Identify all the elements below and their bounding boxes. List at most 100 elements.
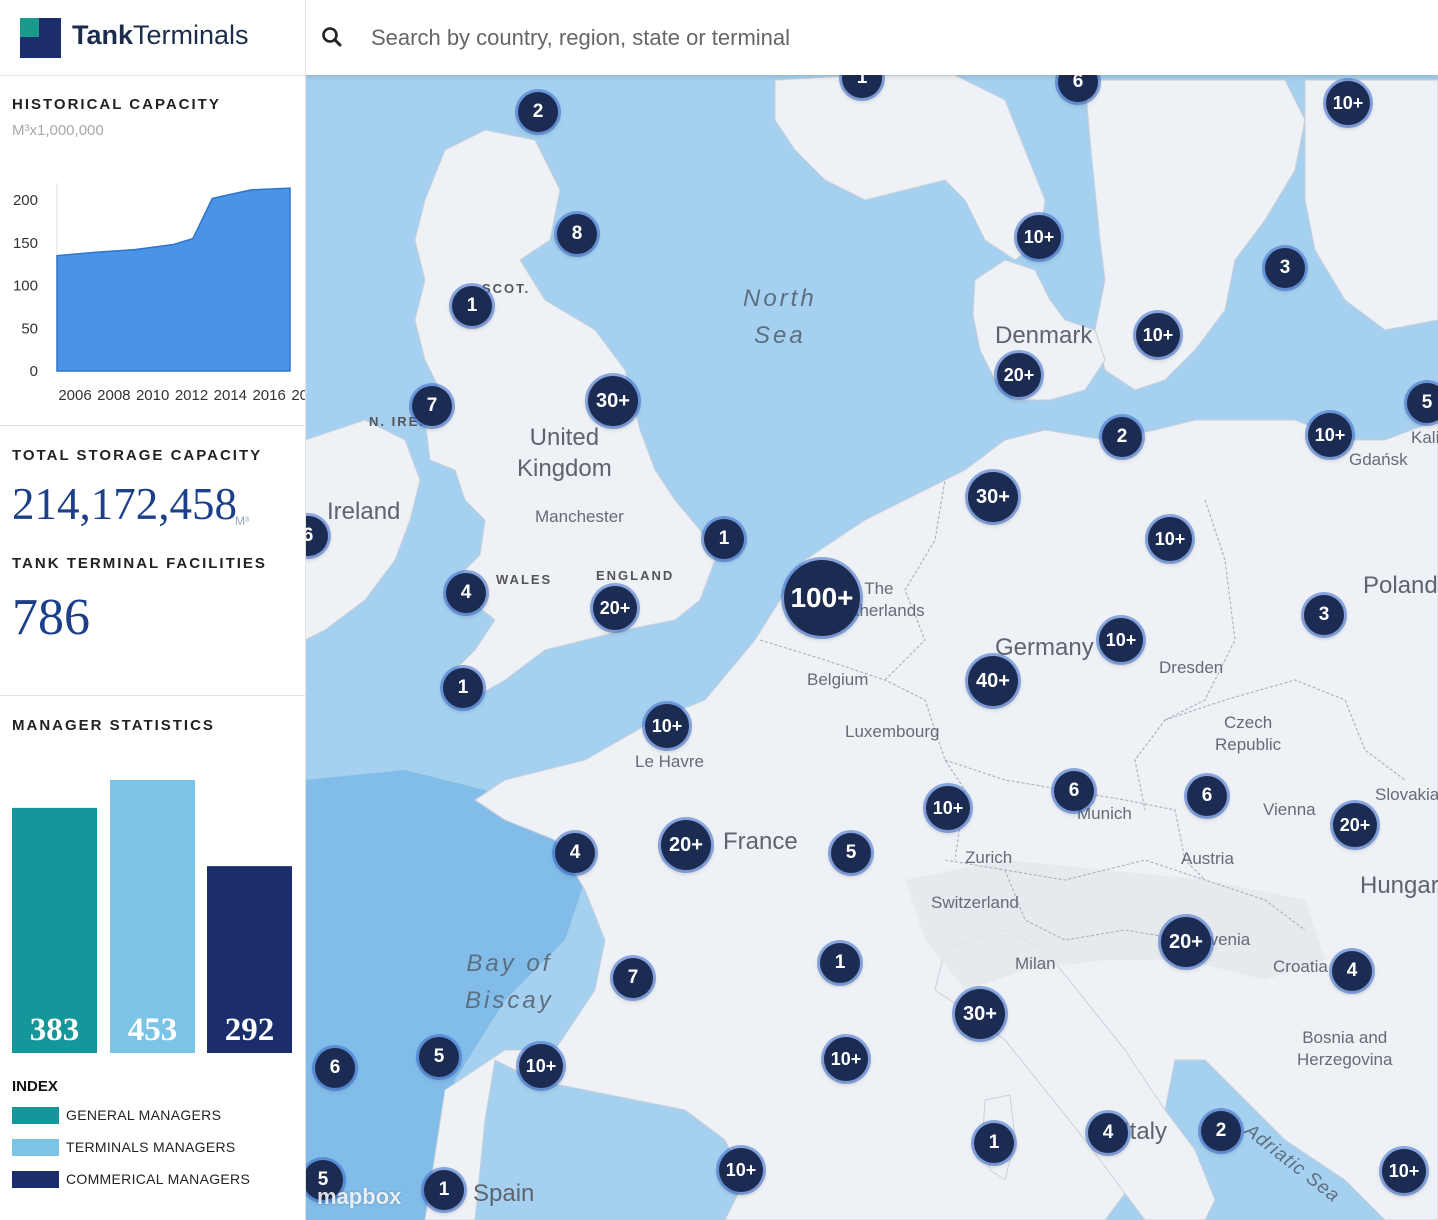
map-cluster-marker[interactable]: 10+ (1326, 81, 1370, 125)
historical-capacity-unit: M³x1,000,000 (12, 122, 104, 139)
map-cluster-marker[interactable]: 6 (305, 516, 328, 556)
map-label: WALES (496, 572, 553, 587)
map-label: Italy (1123, 1118, 1168, 1145)
map-cluster-marker[interactable]: 10+ (1017, 215, 1061, 259)
map-cluster-marker[interactable]: 4 (1088, 1113, 1128, 1153)
map-cluster-marker[interactable]: 1 (452, 286, 492, 326)
map-cluster-marker[interactable]: 1 (424, 1170, 464, 1210)
map-label: Austria (1181, 849, 1234, 868)
map-cluster-marker[interactable]: 4 (1332, 951, 1372, 991)
total-storage-unit: M³ (235, 514, 249, 528)
map-cluster-marker[interactable]: 10+ (1308, 413, 1352, 457)
map-cluster-marker[interactable]: 6 (315, 1048, 355, 1088)
legend-swatch (12, 1139, 59, 1156)
map-cluster-marker[interactable]: 20+ (661, 820, 711, 870)
total-storage-value: 214,172,458 (12, 479, 237, 529)
map-cluster-marker[interactable]: 2 (518, 92, 558, 132)
x-tick-label: 2008 (97, 387, 130, 404)
map-cluster-marker[interactable]: 7 (412, 386, 452, 426)
map-cluster-marker[interactable]: 10+ (719, 1148, 763, 1192)
map-cluster-marker[interactable]: 20+ (997, 353, 1041, 397)
map-cluster-marker[interactable]: 30+ (955, 989, 1005, 1039)
map-cluster-marker[interactable]: 5 (305, 1160, 343, 1200)
map-cluster-marker[interactable]: 10+ (1136, 313, 1180, 357)
x-tick-label: 2010 (136, 387, 169, 404)
map-label: Hungary (1360, 872, 1438, 899)
map-cluster-marker[interactable]: 1 (704, 519, 744, 559)
historical-capacity-chart[interactable]: 200 150 100 50 0 2006 2008 2010 2012 2014 2016 2018 (0, 170, 305, 415)
x-tick-label: 2012 (175, 387, 208, 404)
y-tick-label: 50 (21, 320, 38, 337)
manager-statistics-title: MANAGER STATISTICS (12, 717, 215, 734)
map-label: Ireland (327, 498, 401, 525)
map-label: Switzerland (931, 893, 1019, 912)
map-cluster-marker[interactable]: 10+ (824, 1037, 868, 1081)
map-cluster-marker[interactable]: 1 (443, 668, 483, 708)
map-cluster-marker[interactable]: 5 (831, 833, 871, 873)
map-cluster-marker[interactable]: 20+ (1161, 917, 1211, 967)
search-icon[interactable] (321, 26, 343, 48)
map-cluster-marker[interactable]: 10+ (926, 786, 970, 830)
x-tick-label: 2016 (252, 387, 285, 404)
map-label: Zurich (965, 848, 1013, 867)
logo-icon (20, 18, 61, 58)
map-cluster-marker[interactable]: 4 (555, 833, 595, 873)
map-cluster-marker[interactable]: 6 (1187, 776, 1227, 816)
map-cluster-marker[interactable]: 1 (974, 1123, 1014, 1163)
map-label: Dresden (1159, 658, 1224, 677)
facilities-value: 786 (12, 589, 90, 646)
map-cluster-marker[interactable]: 100+ (784, 560, 860, 636)
map[interactable]: North Sea Bay of Biscay United Kingdom Irel… (305, 0, 1438, 1220)
map-cluster-marker[interactable]: 10+ (1148, 517, 1192, 561)
legend-swatch (12, 1107, 59, 1124)
search-input[interactable] (369, 18, 1373, 58)
map-cluster-marker[interactable]: 5 (419, 1037, 459, 1077)
map-cluster-marker[interactable]: 1 (820, 943, 860, 983)
area-series (56, 187, 291, 372)
x-tick-label: 2006 (58, 387, 91, 404)
brand-name-light: Terminals (133, 20, 249, 50)
map-cluster-marker[interactable]: 4 (446, 573, 486, 613)
map-cluster-marker[interactable]: 10+ (1099, 618, 1143, 662)
map-cluster-marker[interactable]: 5 (1407, 383, 1438, 423)
brand-name: TankTerminals (72, 20, 249, 51)
map-cluster-marker[interactable]: 10+ (1382, 1149, 1426, 1193)
total-storage-title: TOTAL STORAGE CAPACITY (12, 447, 263, 464)
map-label: Spain (473, 1180, 535, 1207)
map-cluster-marker[interactable]: 2 (1102, 417, 1142, 457)
mapbox-logo[interactable]: mapbox (317, 1184, 402, 1209)
manager-bar[interactable] (110, 780, 195, 1053)
map-cluster-marker[interactable]: 2 (1201, 1111, 1241, 1151)
map-label: Munich (1077, 804, 1132, 823)
sidebar: TankTerminals HISTORICAL CAPACITY M³x1,0… (0, 0, 306, 1220)
map-label: Le Havre (635, 752, 704, 771)
map-cluster-marker[interactable]: 3 (1304, 595, 1344, 635)
map-cluster-marker[interactable]: 7 (613, 958, 653, 998)
map-cluster-marker[interactable]: 3 (1265, 248, 1305, 288)
map-cluster-marker[interactable]: 10+ (519, 1044, 563, 1088)
map-label: Croatia (1273, 957, 1328, 976)
search-bar (305, 0, 1438, 75)
map-cluster-marker[interactable]: 30+ (968, 472, 1018, 522)
y-tick-label: 0 (30, 363, 38, 380)
map-cluster-marker[interactable]: 30+ (588, 376, 638, 426)
map-cluster-marker[interactable]: 8 (557, 214, 597, 254)
y-tick-label: 150 (13, 235, 38, 252)
legend-title: INDEX (12, 1078, 58, 1095)
manager-bar[interactable] (12, 807, 97, 1053)
map-cluster-marker[interactable]: 20+ (1333, 803, 1377, 847)
map-cluster-marker[interactable]: 40+ (968, 656, 1018, 706)
manager-bar-value: 453 (128, 1012, 178, 1048)
legend-label: COMMERICAL MANAGERS (66, 1171, 251, 1187)
map-cluster-marker[interactable]: 10+ (645, 704, 689, 748)
map-label: Germany (995, 634, 1094, 661)
map-cluster-marker[interactable]: 6 (1054, 771, 1094, 811)
legend-label: GENERAL MANAGERS (66, 1107, 222, 1123)
brand-name-bold: Tank (72, 20, 134, 50)
legend-label: TERMINALS MANAGERS (66, 1139, 236, 1155)
map-label: Slovakia (1375, 785, 1438, 804)
manager-bar[interactable] (207, 866, 292, 1053)
manager-statistics-chart[interactable]: 383 453 292 (0, 780, 305, 1060)
brand-header[interactable]: TankTerminals (0, 0, 305, 76)
map-cluster-marker[interactable]: 20+ (593, 586, 637, 630)
